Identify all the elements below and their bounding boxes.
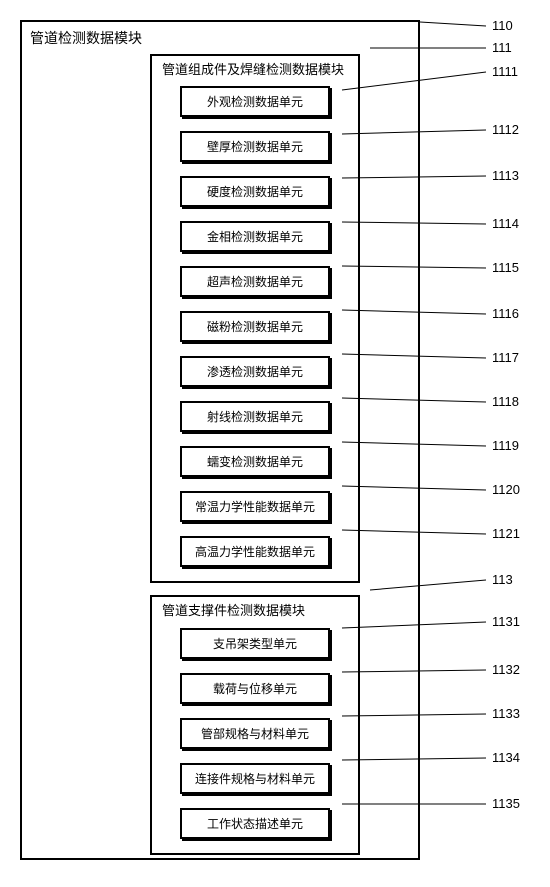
unit-item: 射线检测数据单元 <box>180 401 330 432</box>
ref-label: 1114 <box>490 216 521 231</box>
ref-label: 1116 <box>490 306 521 321</box>
unit-item: 硬度检测数据单元 <box>180 176 330 207</box>
section-b-box: 管道支撑件检测数据模块 支吊架类型单元 载荷与位移单元 管部规格与材料单元 连接… <box>150 595 360 854</box>
ref-label: 1112 <box>490 122 521 137</box>
unit-item: 超声检测数据单元 <box>180 266 330 297</box>
unit-item: 载荷与位移单元 <box>180 673 330 704</box>
unit-item: 金相检测数据单元 <box>180 221 330 252</box>
ref-label: 1120 <box>490 482 522 497</box>
ref-label: 1119 <box>490 438 521 453</box>
ref-label: 1133 <box>490 706 522 721</box>
unit-item: 常温力学性能数据单元 <box>180 491 330 522</box>
unit-item: 壁厚检测数据单元 <box>180 131 330 162</box>
ref-label: 111 <box>490 40 514 55</box>
unit-item: 蠕变检测数据单元 <box>180 446 330 477</box>
ref-label: 1111 <box>490 64 520 79</box>
ref-label: 1134 <box>490 750 522 765</box>
ref-label: 1113 <box>490 168 521 183</box>
unit-item: 高温力学性能数据单元 <box>180 536 330 567</box>
outer-module-title: 管道检测数据模块 <box>30 28 410 48</box>
ref-label: 1131 <box>490 614 522 629</box>
outer-module-box: 管道检测数据模块 管道组成件及焊缝检测数据模块 外观检测数据单元 壁厚检测数据单… <box>20 20 420 860</box>
section-b-title: 管道支撑件检测数据模块 <box>162 603 348 619</box>
unit-item: 渗透检测数据单元 <box>180 356 330 387</box>
ref-label: 1115 <box>490 260 521 275</box>
ref-label: 1118 <box>490 394 521 409</box>
unit-item: 外观检测数据单元 <box>180 86 330 117</box>
section-a-title: 管道组成件及焊缝检测数据模块 <box>162 62 348 78</box>
section-a-box: 管道组成件及焊缝检测数据模块 外观检测数据单元 壁厚检测数据单元 硬度检测数据单… <box>150 54 360 583</box>
ref-label: 1121 <box>490 526 522 541</box>
unit-item: 磁粉检测数据单元 <box>180 311 330 342</box>
unit-item: 工作状态描述单元 <box>180 808 330 839</box>
ref-label: 1135 <box>490 796 522 811</box>
ref-label: 1117 <box>490 350 521 365</box>
ref-label: 110 <box>490 18 515 33</box>
ref-label: 1132 <box>490 662 522 677</box>
unit-item: 连接件规格与材料单元 <box>180 763 330 794</box>
unit-item: 支吊架类型单元 <box>180 628 330 659</box>
ref-label: 113 <box>490 572 515 587</box>
unit-item: 管部规格与材料单元 <box>180 718 330 749</box>
